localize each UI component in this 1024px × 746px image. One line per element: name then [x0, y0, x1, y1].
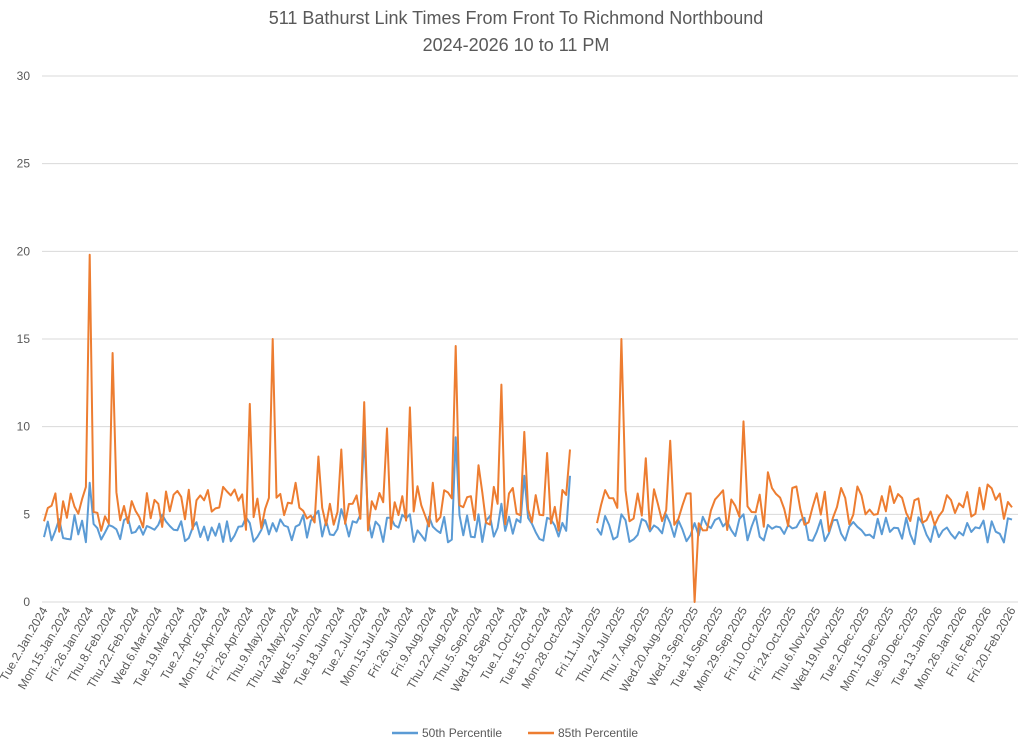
- legend-label: 50th Percentile: [422, 726, 502, 740]
- chart-subtitle: 2024-2026 10 to 11 PM: [423, 35, 610, 55]
- series-line-p85-segment-1: [43, 253, 571, 533]
- y-tick-label: 25: [17, 157, 31, 171]
- series-lines: [43, 253, 1013, 603]
- chart-title: 511 Bathurst Link Times From Front To Ri…: [269, 8, 764, 28]
- gridlines: [42, 75, 1018, 603]
- y-tick-label: 20: [17, 244, 31, 258]
- legend: 50th Percentile 85th Percentile: [392, 726, 638, 740]
- x-axis-ticks: Tue.2.Jan.2024Mon.15.Jan.2024Fri.26.Jan.…: [0, 604, 1019, 694]
- y-tick-label: 0: [23, 595, 30, 609]
- series-line-p50-segment-1: [43, 434, 571, 544]
- y-axis-ticks: 0 5 10 15 20 25 30: [17, 69, 31, 609]
- y-tick-label: 5: [23, 507, 30, 521]
- legend-label: 85th Percentile: [558, 726, 638, 740]
- y-tick-label: 30: [17, 69, 31, 83]
- series-line-p50-segment-2: [596, 513, 1013, 546]
- y-tick-label: 15: [17, 332, 31, 346]
- series-line-p85-segment-2: [596, 338, 1013, 603]
- y-tick-label: 10: [17, 420, 31, 434]
